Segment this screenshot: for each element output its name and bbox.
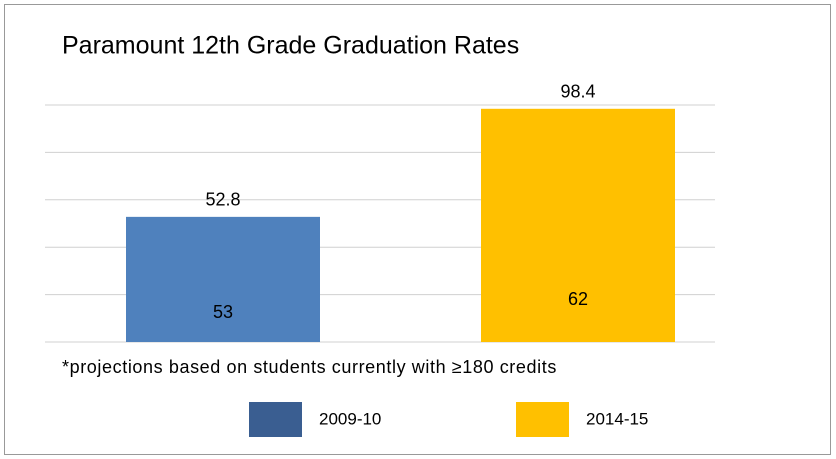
inner-label: 53	[213, 302, 233, 322]
legend-label: 2009-10	[319, 409, 381, 428]
inner-label: 62	[568, 289, 588, 309]
bar	[481, 108, 675, 343]
footnote: *projections based on students currently…	[62, 357, 557, 377]
bar	[126, 216, 320, 342]
value-label: 52.8	[205, 190, 240, 210]
value-label: 98.4	[560, 82, 595, 102]
legend-label: 2014-15	[586, 409, 648, 428]
legend-swatch	[516, 402, 569, 437]
legend-swatch	[249, 402, 302, 437]
chart-title: Paramount 12th Grade Graduation Rates	[62, 32, 519, 60]
